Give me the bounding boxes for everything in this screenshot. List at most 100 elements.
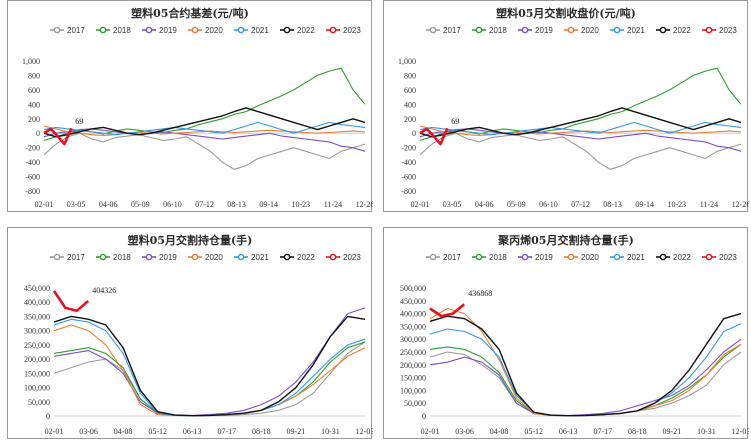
legend-marker bbox=[145, 26, 153, 34]
legend-label: 2017 bbox=[67, 253, 85, 262]
legend-item: 2017 bbox=[50, 26, 85, 35]
y-tick-label: 500,000 bbox=[400, 284, 426, 293]
legend-item: 2021 bbox=[234, 253, 269, 262]
legend-item: 2023 bbox=[702, 26, 737, 35]
chart-panel-close-price: 塑料05月交割收盘价(元/吨) 2017 2018 2019 2020 2021 2022 2… bbox=[383, 0, 749, 212]
legend-marker bbox=[705, 253, 713, 261]
y-tick-label: -600 bbox=[25, 173, 40, 182]
legend-label: 2023 bbox=[343, 253, 361, 262]
y-tick-label: 800 bbox=[404, 71, 416, 80]
x-tick-label: 09-21 bbox=[663, 427, 682, 436]
legend-item: 2019 bbox=[518, 26, 553, 35]
x-tick-label: 06-13 bbox=[183, 427, 202, 436]
y-tick-label: 350,000 bbox=[24, 312, 50, 321]
y-tick-label: 0 bbox=[36, 129, 40, 138]
chart-svg: 塑料05月交割持仓量(手) 2017 2018 2019 2020 2021 2022 202… bbox=[24, 233, 373, 436]
series-line-2022 bbox=[43, 107, 366, 138]
legend-marker bbox=[53, 26, 61, 34]
y-tick-label: 600 bbox=[404, 86, 416, 95]
series-line-2019 bbox=[53, 307, 366, 416]
chart-title: 塑料05合约基差(元/吨) bbox=[131, 6, 249, 20]
x-tick-label: 04-06 bbox=[99, 200, 118, 209]
legend-label: 2022 bbox=[297, 253, 315, 262]
series-line-2023 bbox=[43, 127, 73, 146]
legend-label: 2023 bbox=[719, 253, 737, 262]
legend-item: 2021 bbox=[610, 26, 645, 35]
legend-label: 2019 bbox=[159, 26, 177, 35]
legend-label: 2021 bbox=[627, 26, 645, 35]
legend-label: 2019 bbox=[159, 253, 177, 262]
x-tick-label: 07-12 bbox=[195, 200, 214, 209]
y-tick-label: -400 bbox=[401, 158, 416, 167]
legend-label: 2018 bbox=[489, 253, 507, 262]
chart-panel-spread: 塑料05合约基差(元/吨) 2017 2018 2019 2020 2021 2022 202… bbox=[7, 0, 373, 212]
x-tick-label: 11-24 bbox=[700, 200, 718, 209]
series-line-2022 bbox=[419, 107, 742, 138]
legend-item: 2017 bbox=[50, 253, 85, 262]
x-tick-label: 10-31 bbox=[321, 427, 340, 436]
y-tick-label: 350,000 bbox=[400, 322, 426, 331]
legend-marker bbox=[475, 253, 483, 261]
legend-marker bbox=[329, 253, 337, 261]
legend-marker bbox=[283, 26, 291, 34]
x-tick-label: 05-09 bbox=[507, 200, 526, 209]
legend-item: 2020 bbox=[564, 26, 599, 35]
y-tick-label: 200,000 bbox=[24, 355, 50, 364]
x-tick-label: 05-12 bbox=[524, 427, 543, 436]
x-tick-label: 06-13 bbox=[559, 427, 578, 436]
legend-marker bbox=[429, 26, 437, 34]
x-tick-label: 03-06 bbox=[455, 427, 474, 436]
y-tick-label: -200 bbox=[401, 144, 416, 153]
legend-item: 2020 bbox=[564, 253, 599, 262]
x-tick-label: 03-05 bbox=[67, 200, 86, 209]
chart-svg: 塑料05合约基差(元/吨) 2017 2018 2019 2020 2021 2022 202… bbox=[22, 6, 373, 209]
latest-value-label: 69 bbox=[75, 117, 83, 126]
legend-label: 2019 bbox=[535, 26, 553, 35]
legend-marker bbox=[99, 26, 107, 34]
legend-marker bbox=[567, 253, 575, 261]
legend-label: 2022 bbox=[297, 26, 315, 35]
y-tick-label: 200 bbox=[28, 115, 40, 124]
legend-marker bbox=[99, 253, 107, 261]
series-line-2021 bbox=[429, 323, 742, 417]
legend-item: 2023 bbox=[702, 253, 737, 262]
x-tick-label: 10-23 bbox=[291, 200, 310, 209]
y-tick-label: 0 bbox=[46, 412, 50, 421]
x-tick-label: 02-01 bbox=[411, 200, 430, 209]
legend-label: 2020 bbox=[205, 26, 223, 35]
legend-marker bbox=[53, 253, 61, 261]
latest-value-label: 404326 bbox=[92, 286, 116, 295]
series-line-2023 bbox=[52, 290, 90, 313]
x-tick-label: 12-03 bbox=[732, 427, 749, 436]
legend-label: 2018 bbox=[113, 253, 131, 262]
legend-label: 2021 bbox=[251, 26, 269, 35]
legend-label: 2023 bbox=[719, 26, 737, 35]
y-tick-label: 250,000 bbox=[24, 341, 50, 350]
series-line-2019 bbox=[429, 338, 742, 417]
legend-item: 2017 bbox=[426, 253, 461, 262]
y-tick-label: -800 bbox=[25, 187, 40, 196]
legend-marker bbox=[237, 26, 245, 34]
legend-item: 2018 bbox=[472, 26, 507, 35]
legend-item: 2022 bbox=[656, 253, 691, 262]
legend-item: 2021 bbox=[234, 26, 269, 35]
latest-value-label: 436868 bbox=[468, 289, 492, 298]
chart-panel-pe-open-interest: 塑料05月交割持仓量(手) 2017 2018 2019 2020 2021 2022 202… bbox=[7, 227, 373, 439]
chart-title: 塑料05月交割收盘价(元/吨) bbox=[496, 6, 636, 20]
x-tick-label: 04-06 bbox=[475, 200, 494, 209]
legend-marker bbox=[613, 253, 621, 261]
chart-svg: 聚丙烯05月交割持仓量(手) 2017 2018 2019 2020 2021 2022 20… bbox=[400, 233, 749, 436]
x-tick-label: 11-24 bbox=[324, 200, 342, 209]
legend-label: 2021 bbox=[627, 253, 645, 262]
legend-label: 2020 bbox=[581, 26, 599, 35]
legend-item: 2018 bbox=[96, 26, 131, 35]
chart-panel-pp-open-interest: 聚丙烯05月交割持仓量(手) 2017 2018 2019 2020 2021 2022 20… bbox=[383, 227, 749, 439]
legend-marker bbox=[191, 253, 199, 261]
x-tick-label: 09-14 bbox=[259, 200, 278, 209]
y-tick-label: -400 bbox=[25, 158, 40, 167]
legend-item: 2018 bbox=[96, 253, 131, 262]
legend-item: 2017 bbox=[426, 26, 461, 35]
y-tick-label: 400 bbox=[404, 100, 416, 109]
x-tick-label: 06-10 bbox=[163, 200, 182, 209]
legend-marker bbox=[429, 253, 437, 261]
